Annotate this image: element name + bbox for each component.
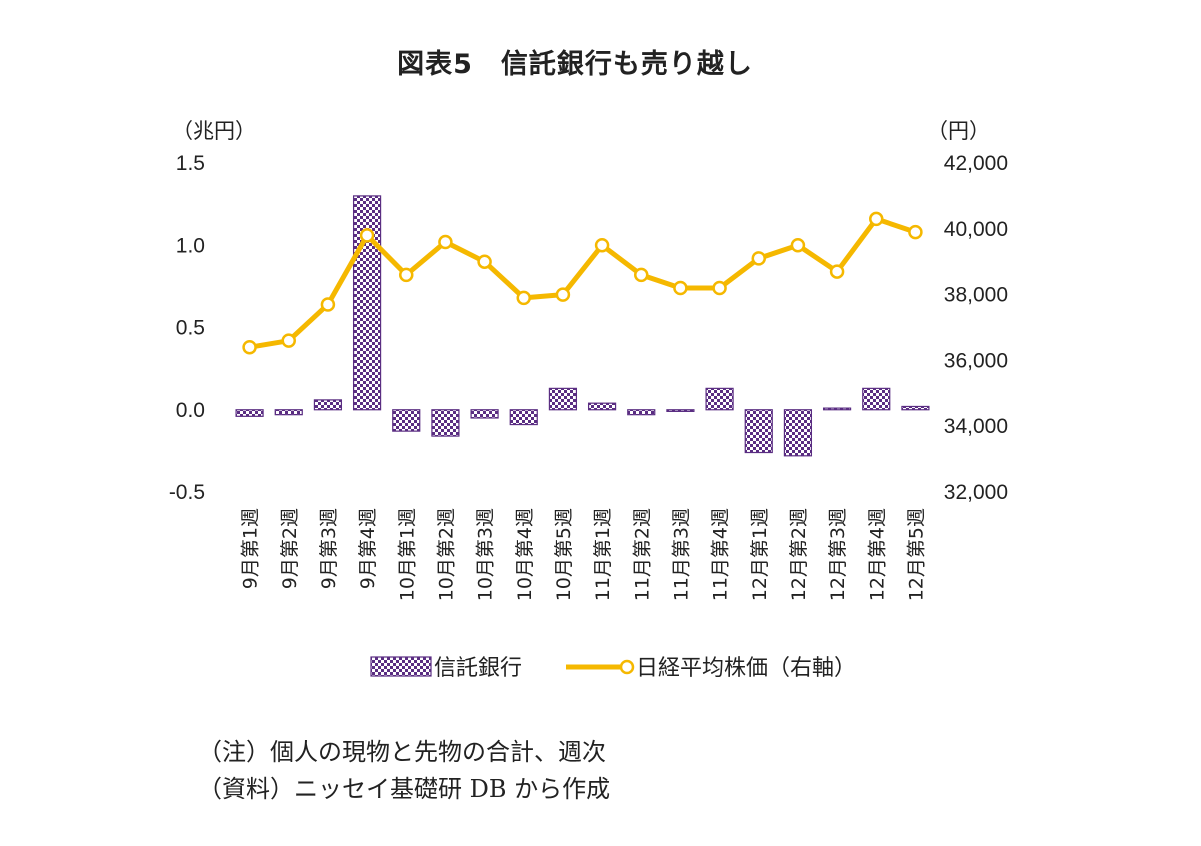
nikkei-point [673, 280, 688, 296]
nikkei-point [790, 238, 806, 253]
left-tick-label: 1.5 [176, 152, 205, 175]
x-category-label: 9月第3週 [318, 508, 340, 589]
right-tick-label: 40,000 [944, 218, 1008, 241]
nikkei-point [320, 297, 336, 312]
x-category-label: 12月第5週 [905, 508, 927, 601]
x-category-label: 12月第3週 [827, 508, 849, 601]
x-category-label: 12月第4週 [866, 508, 888, 601]
nikkei-point [594, 238, 610, 253]
x-category-label: 11月第3週 [670, 508, 692, 601]
x-category-label: 9月第4週 [357, 508, 379, 589]
legend-label-trust-bank: 信託銀行 [434, 656, 522, 681]
bar-trust-bank [431, 409, 460, 437]
bar-trust-bank [587, 402, 617, 411]
nikkei-point [516, 290, 531, 306]
bar-trust-bank [548, 387, 578, 411]
x-category-label: 11月第1週 [592, 508, 614, 601]
nikkei-point [281, 333, 296, 348]
source-line: （資料）ニッセイ基礎研 DB から作成 [198, 775, 611, 803]
bar-trust-bank [313, 399, 343, 411]
right-tick-label: 32,000 [944, 481, 1008, 504]
bar-trust-bank [509, 409, 538, 426]
right-axis-unit: （円） [927, 119, 990, 143]
legend-label-nikkei: 日経平均株価（右軸） [636, 656, 856, 681]
nikkei-point [555, 287, 571, 302]
x-category-label: 11月第4週 [710, 508, 732, 601]
bar-trust-bank [470, 409, 499, 419]
bar-trust-bank [392, 409, 421, 432]
right-tick-label: 34,000 [944, 415, 1008, 438]
bar-trust-bank [705, 387, 734, 411]
chart-title: 図表5 信託銀行も売り越し [397, 49, 753, 80]
x-category-label: 12月第1週 [749, 508, 771, 601]
right-tick-label: 36,000 [944, 349, 1008, 372]
nikkei-point [399, 267, 414, 283]
x-category-label: 10月第1週 [396, 508, 418, 601]
nikkei-point [634, 267, 649, 283]
bar-trust-bank [274, 409, 303, 416]
legend-line-marker [619, 659, 635, 675]
x-category-label: 10月第2週 [435, 508, 457, 601]
nikkei-line [249, 216, 917, 350]
left-tick-label: 0.0 [176, 399, 205, 422]
x-category-label: 10月第5週 [553, 508, 575, 601]
bar-trust-bank [627, 409, 656, 416]
left-tick-label: 1.0 [176, 234, 205, 257]
bar-trust-bank [666, 409, 695, 412]
x-category-label: 9月第2週 [279, 508, 301, 589]
bar-trust-bank [235, 409, 264, 417]
left-axis-unit: （兆円） [172, 119, 256, 143]
x-category-label: 10月第4週 [514, 508, 536, 601]
x-category-label: 10月第3週 [475, 508, 497, 601]
bar-trust-bank [862, 387, 891, 411]
left-tick-label: -0.5 [169, 481, 205, 504]
nikkei-point [359, 228, 375, 243]
bar-trust-bank [783, 409, 813, 457]
nikkei-point [712, 280, 727, 296]
nikkei-point [438, 234, 453, 250]
nikkei-point [477, 254, 492, 269]
x-category-label: 9月第1週 [240, 508, 262, 589]
right-tick-label: 42,000 [944, 152, 1008, 175]
nikkei-point [869, 211, 884, 227]
right-tick-label: 38,000 [944, 284, 1008, 307]
nikkei-point [751, 251, 766, 266]
x-category-label: 12月第2週 [788, 508, 810, 601]
left-tick-label: 0.5 [176, 317, 205, 340]
nikkei-point [908, 224, 923, 240]
legend-bar-swatch [370, 656, 432, 677]
note-line: （注）個人の現物と先物の合計、週次 [198, 738, 606, 766]
bar-trust-bank [744, 409, 773, 454]
bar-trust-bank [822, 407, 852, 411]
nikkei-point [829, 264, 845, 279]
x-category-label: 11月第2週 [631, 508, 653, 601]
bar-trust-bank [352, 195, 382, 411]
nikkei-point [242, 339, 257, 355]
bar-trust-bank [901, 405, 930, 411]
chart-notes: （注）個人の現物と先物の合計、週次 （資料）ニッセイ基礎研 DB から作成 [198, 734, 610, 808]
